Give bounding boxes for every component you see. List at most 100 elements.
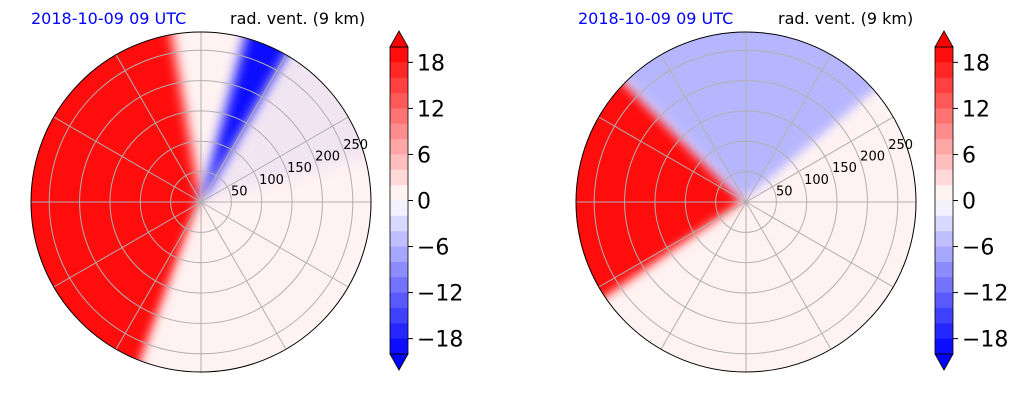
colorbar-segment-11 <box>390 215 408 232</box>
colorbar-segment-0 <box>935 47 953 63</box>
colorbar-extend-high <box>389 30 409 48</box>
colorbar-tick-label-3: 0 <box>417 190 431 215</box>
radial-line-150 <box>53 116 202 203</box>
colorbar-segment-2 <box>935 77 953 94</box>
range-label-150: 150 <box>832 161 857 176</box>
panel-1: 2018-10-09 09 UTC rad. vent. (9 km) 50 10… <box>30 9 372 373</box>
radial-line-210 <box>53 201 202 288</box>
colorbar-segment-4 <box>390 108 408 125</box>
field-region-3 <box>592 81 916 372</box>
range-label-250: 250 <box>343 138 368 153</box>
radial-line-300 <box>745 201 832 350</box>
colorbar-segment-19 <box>390 338 408 355</box>
colorbar-tick-label-6: −18 <box>962 328 1008 353</box>
range-label-50: 50 <box>776 184 793 199</box>
colorbar-tick-label-5: −12 <box>417 282 463 307</box>
colorbar-tick-label-6: −18 <box>417 328 463 353</box>
colorbar-segment-6 <box>935 139 953 155</box>
panel-2: 2018-10-09 09 UTC rad. vent. (9 km) 50 10… <box>575 9 917 373</box>
colorbar-tick-label-1: 12 <box>962 97 990 122</box>
radial-line-240 <box>115 201 202 350</box>
colorbar-tick-label-2: 6 <box>962 143 976 168</box>
colorbar-segment-1 <box>935 62 953 79</box>
range-label-100: 100 <box>259 173 284 188</box>
colorbar-segment-1 <box>390 62 408 79</box>
colorbar-segment-17 <box>390 307 408 324</box>
radial-line-120 <box>660 54 747 203</box>
colorbar-segment-9 <box>935 185 953 201</box>
radial-line-60 <box>200 54 287 203</box>
colorbar-segment-3 <box>935 93 953 109</box>
range-label-100: 100 <box>804 173 829 188</box>
colorbar-extend-low <box>934 353 954 371</box>
colorbar-segment-12 <box>390 231 408 248</box>
panel-2-title: rad. vent. (9 km) <box>778 9 913 28</box>
colorbar-segment-19 <box>935 338 953 355</box>
range-label-200: 200 <box>860 150 885 165</box>
colorbar-segment-5 <box>935 123 953 140</box>
radial-line-60 <box>745 54 832 203</box>
radial-line-30 <box>200 116 349 203</box>
colorbar-extend-high <box>934 30 954 48</box>
panel-1-grid <box>31 32 371 372</box>
radial-line-150 <box>598 116 747 203</box>
radial-line-240 <box>660 201 747 350</box>
field-region-1 <box>576 69 746 310</box>
panel-1-time-label: 2018-10-09 09 UTC <box>31 9 186 28</box>
colorbar-1: 18 12 6 0 −6 −12 −18 <box>389 30 463 371</box>
radial-line-120 <box>115 54 202 203</box>
radial-line-330 <box>745 201 894 288</box>
field-region-3 <box>137 40 371 372</box>
colorbar-segment-16 <box>935 292 953 309</box>
colorbar-segment-9 <box>390 185 408 201</box>
colorbar-segment-12 <box>935 231 953 248</box>
colorbar-segment-11 <box>935 215 953 232</box>
range-label-50: 50 <box>231 184 248 199</box>
colorbar-2: 18 12 6 0 −6 −12 −18 <box>934 30 1008 371</box>
colorbar-segment-10 <box>935 200 953 217</box>
colorbar-segment-14 <box>935 261 953 278</box>
colorbar-segment-8 <box>935 169 953 186</box>
colorbar-segment-15 <box>935 277 953 294</box>
colorbar-tick-label-3: 0 <box>962 190 976 215</box>
radial-line-30 <box>745 116 894 203</box>
panel-1-outline <box>30 31 372 373</box>
colorbar-segment-6 <box>390 139 408 155</box>
colorbar-segment-2 <box>390 77 408 94</box>
colorbar-tick-label-4: −6 <box>962 236 994 261</box>
colorbar-segment-17 <box>935 307 953 324</box>
colorbar-tick-label-0: 18 <box>417 51 445 76</box>
colorbar-extend-low <box>389 353 409 371</box>
colorbar-segment-13 <box>935 246 953 263</box>
panel-2-time-label: 2018-10-09 09 UTC <box>578 9 733 28</box>
colorbar-segment-18 <box>935 323 953 340</box>
range-label-200: 200 <box>315 150 340 165</box>
colorbar-segment-0 <box>390 47 408 63</box>
colorbar-segment-7 <box>935 154 953 171</box>
colorbar-segment-5 <box>390 123 408 140</box>
colorbar-segment-7 <box>390 154 408 171</box>
colorbar-segment-18 <box>390 323 408 340</box>
colorbar-tick-label-1: 12 <box>417 97 445 122</box>
range-label-250: 250 <box>888 138 913 153</box>
colorbar-segment-16 <box>390 292 408 309</box>
colorbar-segment-3 <box>390 93 408 109</box>
colorbar-segment-14 <box>390 261 408 278</box>
colorbar-segment-13 <box>390 246 408 263</box>
colorbar-segment-8 <box>390 169 408 186</box>
range-label-150: 150 <box>287 161 312 176</box>
field-region-2 <box>613 32 890 202</box>
colorbar-segment-10 <box>390 200 408 217</box>
field-region-1 <box>31 32 201 372</box>
colorbar-segment-15 <box>390 277 408 294</box>
panel-1-field <box>31 32 371 372</box>
panel-1-title: rad. vent. (9 km) <box>230 9 365 28</box>
colorbar-tick-label-5: −12 <box>962 282 1008 307</box>
radial-line-330 <box>200 201 349 288</box>
panel-2-grid <box>576 32 916 372</box>
radial-line-210 <box>598 201 747 288</box>
panel-2-outline <box>575 31 917 373</box>
